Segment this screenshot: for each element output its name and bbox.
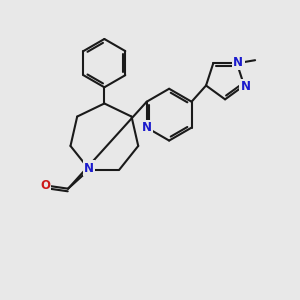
Text: N: N — [233, 56, 243, 69]
Text: N: N — [241, 80, 250, 94]
Text: N: N — [84, 162, 94, 175]
Text: O: O — [40, 178, 50, 192]
Text: N: N — [142, 121, 152, 134]
